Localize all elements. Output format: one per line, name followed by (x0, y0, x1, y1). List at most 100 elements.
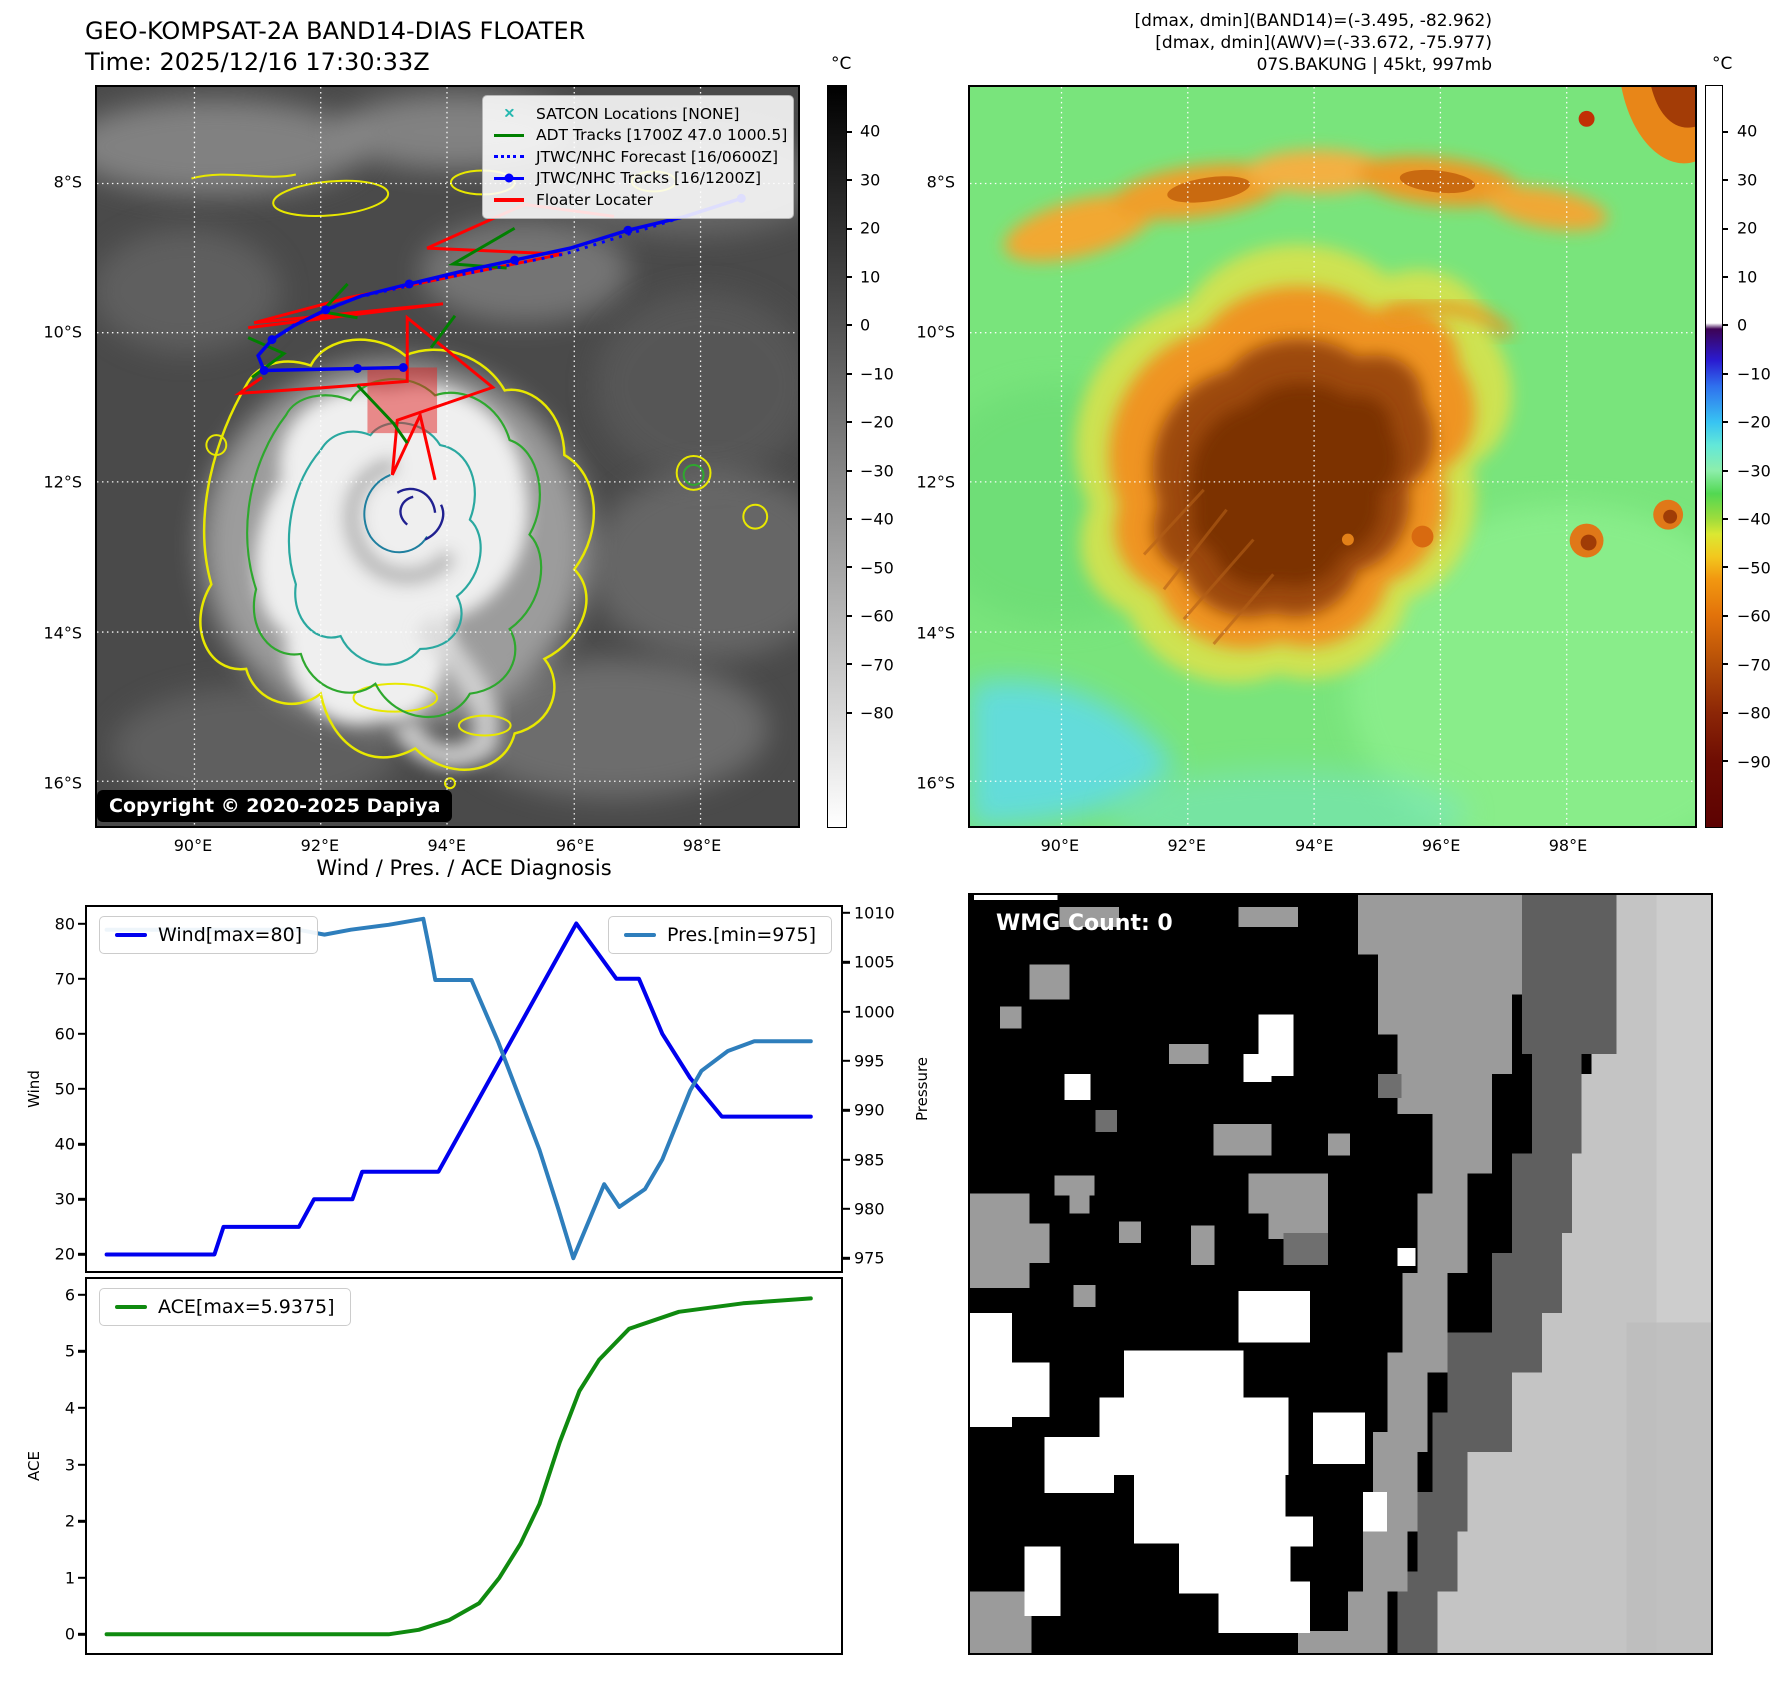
tick-label: −50 (860, 558, 894, 578)
tick-label: 20 (1737, 218, 1758, 238)
axis-tick-label: 995 (854, 1051, 885, 1071)
axis-tick-mark (78, 977, 87, 980)
axis-tick-mark (841, 961, 850, 964)
awv-colorbar-unit: °C (1712, 54, 1733, 74)
colorbar-tick-mark (846, 179, 852, 182)
colorbar-tick-mark (1722, 711, 1728, 714)
tick-label: 92°E (1167, 836, 1206, 855)
copyright-badge: Copyright © 2020-2025 Dapiya (97, 790, 453, 822)
axis-tick-label: 1 (64, 1568, 75, 1588)
awv-colorbar (1705, 85, 1728, 828)
tick-label: −50 (1737, 558, 1771, 578)
x-marker-icon: ✕ (503, 105, 515, 122)
map1-y-axis: 8°S 10°S 12°S 14°S 16°S (0, 85, 88, 828)
colorbar-tick-mark (1722, 614, 1728, 617)
axis-tick-mark (841, 1158, 850, 1161)
tick-label: 96°E (1421, 836, 1461, 855)
axis-tick-mark (841, 1059, 850, 1063)
axis-tick-label: 80 (54, 914, 75, 934)
wind-axis-label: Wind (25, 1070, 43, 1108)
wmg-panel: WMG Count: 0 (968, 893, 1713, 1655)
axis-tick-mark (78, 1463, 87, 1466)
map-legend: ✕ SATCON Locations [NONE] ADT Tracks [1700… (482, 95, 794, 219)
dotted-marker-icon (491, 155, 527, 159)
ace-legend-label: ACE[max=5.9375] (158, 1296, 335, 1318)
axis-tick-mark (78, 1576, 87, 1579)
tick-label: 92°E (300, 836, 340, 855)
colorbar-tick-mark (1722, 469, 1728, 472)
tick-label: 40 (860, 121, 881, 141)
axis-tick-mark (78, 1293, 87, 1297)
axis-tick-mark (78, 1519, 87, 1523)
colorbar-tick-mark (1722, 276, 1728, 279)
axis-tick-mark (78, 1087, 87, 1091)
axis-tick-mark (78, 1406, 87, 1410)
colorbar-tick-mark (846, 227, 852, 230)
legend-label: JTWC/NHC Tracks [16/1200Z] (536, 169, 762, 188)
axis-tick-label: 30 (54, 1189, 75, 1209)
colorbar-tick-mark (1722, 663, 1728, 666)
colorbar-tick-mark (1722, 421, 1728, 424)
ace-axis-label: ACE (25, 1451, 43, 1481)
axis-tick-mark (841, 1010, 850, 1013)
pressure-line-sample (624, 932, 656, 938)
axis-tick-label: 980 (854, 1199, 885, 1219)
colorbar-tick-mark (1722, 227, 1728, 230)
tick-label: −20 (860, 412, 894, 432)
legend-label: SATCON Locations [NONE] (536, 104, 740, 123)
colorbar-tick-mark (846, 130, 852, 133)
band14-colorbar-ticks: 40 30 20 10 0 −10 −20 −30 −40 −50 −60 −70 −80 (852, 85, 912, 828)
tick-label: 0 (1737, 315, 1748, 335)
legend-item: ADT Tracks [1700Z 47.0 1000.5] (491, 125, 787, 147)
band14-colorbar (827, 85, 852, 828)
tick-label: 20 (860, 218, 881, 238)
colorbar-tick-mark (846, 518, 852, 521)
tick-label: −60 (860, 606, 894, 626)
ACE[max=5.9375]-line (104, 1296, 813, 1637)
timestamp: Time: 2025/12/16 17:30:33Z (85, 48, 430, 76)
axis-tick-mark (78, 1198, 87, 1201)
axis-tick-mark (78, 1350, 87, 1353)
ace-line-sample (115, 1304, 147, 1310)
tick-label: 96°E (555, 836, 595, 855)
band14-satellite-panel: ✕ SATCON Locations [NONE] ADT Tracks [1700… (95, 85, 800, 828)
tick-label: −70 (860, 655, 894, 675)
map-gridlines (97, 87, 798, 826)
tick-label: 16°S (43, 773, 82, 793)
wind-legend-label: Wind[max=80] (158, 924, 303, 946)
axis-tick-label: 60 (54, 1024, 75, 1044)
awv-color-image (970, 87, 1695, 826)
tick-label: −10 (1737, 364, 1771, 384)
tick-label: 98°E (1548, 836, 1588, 855)
legend-label: ADT Tracks [1700Z 47.0 1000.5] (536, 126, 788, 145)
tick-label: 10 (1737, 267, 1758, 287)
storm-status: 07S.BAKUNG | 45kt, 997mb (1256, 55, 1492, 75)
axis-tick-mark (841, 911, 850, 915)
colorbar-tick-mark (846, 421, 852, 424)
line-marker-icon (491, 198, 527, 202)
wmg-count-label: WMG Count: 0 (996, 911, 1173, 936)
axis-tick-mark (78, 1253, 87, 1256)
axis-tick-label: 1005 (854, 952, 895, 972)
legend-item: ✕ SATCON Locations [NONE] (491, 103, 787, 125)
wind-line-sample (115, 932, 147, 938)
metrics-header: [dmax, dmin](BAND14)=(-3.495, -82.962) [… (880, 10, 1492, 76)
jtwc-forecast-track (265, 196, 742, 345)
axis-tick-label: 1000 (854, 1002, 895, 1022)
tick-label: 40 (1737, 121, 1758, 141)
Pres.[min=975]-line (104, 916, 813, 1261)
wmg-image (970, 895, 1711, 1653)
pressure-axis-label: Pressure (913, 1056, 931, 1122)
dmax-dmin-band14: [dmax, dmin](BAND14)=(-3.495, -82.962) (1134, 11, 1492, 31)
wind-legend: Wind[max=80] (99, 916, 319, 954)
tick-label: 10°S (916, 322, 955, 342)
tick-label: 8°S (53, 172, 82, 192)
tick-label: 94°E (1295, 836, 1334, 855)
tick-label: 8°S (926, 172, 955, 192)
colorbar-tick-mark (1722, 759, 1728, 762)
colorbar-tick-mark (846, 324, 852, 327)
tick-label: 12°S (916, 472, 955, 492)
tick-label: 90°E (173, 836, 213, 855)
axis-tick-label: 990 (854, 1100, 885, 1120)
